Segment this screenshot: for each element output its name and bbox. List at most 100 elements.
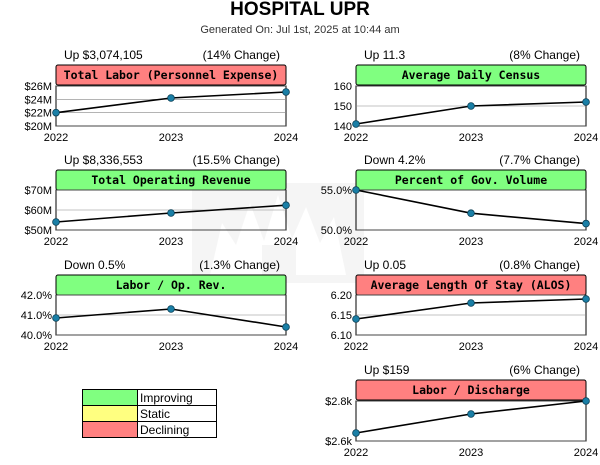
data-point bbox=[52, 218, 60, 226]
x-tick-label: 2024 bbox=[574, 236, 598, 248]
data-point bbox=[282, 323, 290, 331]
chart-panel-3: Up $8,336,553 (15.5% Change) Total Operati… bbox=[24, 153, 298, 248]
hospital-emblem-watermark-icon bbox=[192, 183, 364, 283]
data-point bbox=[582, 98, 590, 106]
y-tick-label: 6.15 bbox=[331, 310, 352, 322]
change-summary: Up 11.3 bbox=[364, 48, 405, 62]
data-point bbox=[582, 219, 590, 228]
change-summary: Down 0.5% bbox=[64, 258, 126, 272]
x-tick-label: 2022 bbox=[344, 447, 368, 459]
chart-panel-6: Up 0.05 (0.8% Change) Average Length Of St… bbox=[331, 258, 599, 353]
x-tick-label: 2022 bbox=[44, 236, 68, 248]
x-tick-label: 2024 bbox=[574, 341, 598, 353]
data-point bbox=[52, 108, 60, 117]
legend-label-declining: Declining bbox=[137, 421, 217, 438]
change-percent: (8% Change) bbox=[509, 48, 580, 62]
data-point bbox=[167, 305, 175, 313]
data-point bbox=[582, 397, 590, 405]
x-tick-label: 2022 bbox=[344, 341, 368, 353]
data-point bbox=[352, 120, 360, 128]
y-tick-label: $50M bbox=[24, 225, 52, 237]
x-tick-label: 2023 bbox=[159, 132, 183, 144]
data-point bbox=[467, 209, 475, 218]
chart-title-banner bbox=[355, 379, 587, 401]
x-tick-label: 2023 bbox=[159, 236, 183, 248]
y-tick-label: $2.8k bbox=[325, 396, 352, 408]
data-point bbox=[467, 299, 475, 307]
data-point bbox=[52, 314, 60, 322]
y-tick-label: $24M bbox=[24, 94, 52, 106]
x-tick-label: 2024 bbox=[274, 236, 298, 248]
data-point bbox=[352, 186, 360, 194]
data-point bbox=[167, 209, 175, 217]
y-tick-label: 6.20 bbox=[331, 290, 352, 302]
legend: Improving Static Declining bbox=[82, 389, 217, 438]
y-tick-label: 6.10 bbox=[331, 330, 352, 342]
x-tick-label: 2024 bbox=[274, 132, 298, 144]
chart-title: Total Labor (Personnel Expense) bbox=[64, 68, 279, 82]
change-summary: Up $3,074,105 bbox=[64, 48, 143, 62]
x-tick-label: 2022 bbox=[344, 132, 368, 144]
legend-label-static: Static bbox=[137, 405, 217, 422]
y-tick-label: 40.0% bbox=[21, 330, 52, 342]
y-tick-label: 41.0% bbox=[21, 310, 52, 322]
chart-title-banner bbox=[355, 64, 587, 86]
y-tick-label: $70M bbox=[24, 185, 52, 197]
y-tick-label: 42.0% bbox=[21, 290, 52, 302]
y-tick-label: 50.0% bbox=[321, 225, 352, 237]
data-point bbox=[282, 201, 290, 210]
change-percent: (7.7% Change) bbox=[499, 153, 580, 167]
plot-area bbox=[55, 85, 287, 127]
legend-row-declining: Declining bbox=[82, 421, 217, 438]
change-summary: Up $159 bbox=[364, 363, 410, 377]
y-tick-label: 150 bbox=[334, 101, 352, 113]
x-tick-label: 2024 bbox=[574, 132, 598, 144]
legend-row-static: Static bbox=[82, 405, 217, 422]
chart-panel-4: Down 4.2% (7.7% Change) Percent of Gov. Vo… bbox=[321, 153, 598, 248]
x-tick-label: 2023 bbox=[459, 447, 483, 459]
y-tick-label: $20M bbox=[24, 121, 52, 133]
chart-title-banner bbox=[55, 64, 287, 86]
chart-panel-5: Down 0.5% (1.3% Change) Labor / Op. Rev. 42… bbox=[21, 258, 298, 353]
data-point bbox=[467, 102, 475, 110]
y-tick-label: 140 bbox=[334, 121, 352, 133]
legend-swatch-declining bbox=[82, 421, 138, 438]
change-summary: Up 0.05 bbox=[364, 258, 406, 272]
x-tick-label: 2024 bbox=[274, 341, 298, 353]
x-tick-label: 2022 bbox=[344, 236, 368, 248]
chart-panel-1: Up $3,074,105 (14% Change) Total Labor (Pe… bbox=[24, 48, 298, 144]
chart-title: Total Operating Revenue bbox=[91, 173, 250, 187]
change-percent: (15.5% Change) bbox=[193, 153, 280, 167]
x-tick-label: 2023 bbox=[459, 341, 483, 353]
plot-area bbox=[355, 400, 587, 442]
x-tick-label: 2022 bbox=[44, 132, 68, 144]
y-tick-label: $22M bbox=[24, 108, 52, 120]
y-tick-label: 160 bbox=[334, 81, 352, 93]
page-title: HOSPITAL UPR bbox=[230, 0, 370, 20]
chart-title: Average Length Of Stay (ALOS) bbox=[371, 278, 572, 292]
legend-label-improving: Improving bbox=[137, 389, 217, 406]
change-summary: Down 4.2% bbox=[364, 153, 426, 167]
y-tick-label: $26M bbox=[24, 81, 52, 93]
change-summary: Up $8,336,553 bbox=[64, 153, 143, 167]
change-percent: (1.3% Change) bbox=[199, 258, 280, 272]
chart-panel-7: Up $159 (6% Change) Labor / Discharge $2.8k… bbox=[325, 363, 598, 459]
data-point bbox=[167, 94, 175, 102]
change-percent: (14% Change) bbox=[203, 48, 280, 62]
chart-title: Average Daily Census bbox=[402, 68, 540, 82]
legend-swatch-static bbox=[82, 405, 138, 422]
x-tick-label: 2023 bbox=[459, 236, 483, 248]
data-point bbox=[352, 429, 360, 437]
generated-timestamp: Generated On: Jul 1st, 2025 at 10:44 am bbox=[200, 24, 400, 36]
legend-row-improving: Improving bbox=[82, 389, 217, 406]
y-tick-label: 55.0% bbox=[321, 185, 352, 197]
data-point bbox=[352, 315, 360, 323]
x-tick-label: 2023 bbox=[159, 341, 183, 353]
y-tick-label: $60M bbox=[24, 205, 52, 217]
change-percent: (6% Change) bbox=[509, 363, 580, 377]
data-point bbox=[282, 88, 290, 96]
data-point bbox=[582, 295, 590, 303]
x-tick-label: 2024 bbox=[574, 447, 598, 459]
chart-title: Labor / Discharge bbox=[412, 383, 530, 397]
